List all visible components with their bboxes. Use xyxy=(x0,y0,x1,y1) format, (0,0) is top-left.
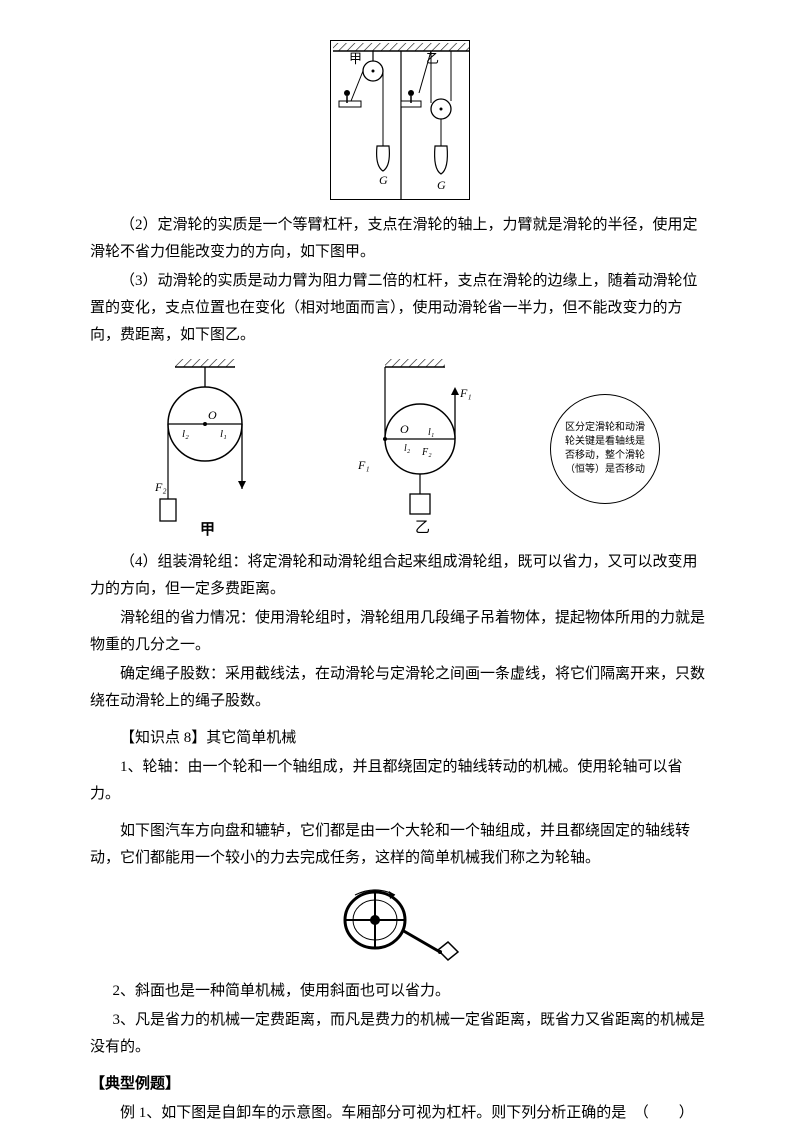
svg-text:l₁: l₁ xyxy=(220,428,227,440)
mid-caption-right: 乙 xyxy=(415,520,430,536)
svg-text:l₁: l₁ xyxy=(428,427,434,438)
svg-text:l₂: l₂ xyxy=(182,428,189,440)
svg-text:l₂: l₂ xyxy=(404,443,411,454)
tip-bubble-text: 区分定滑轮和动滑轮关键是看轴线是否移动，整个滑轮（恒等）是否移动 xyxy=(561,421,649,477)
kp8-2: 2、斜面也是一种简单机械，使用斜面也可以省力。 xyxy=(90,978,710,1005)
diagram-box: G 甲 G 乙 xyxy=(330,40,470,200)
svg-text:O: O xyxy=(208,408,217,422)
example-1: 例 1、如下图是自卸车的示意图。车厢部分可视为杠杆。则下列分析正确的是 （ ） xyxy=(90,1100,710,1127)
svg-text:O: O xyxy=(400,422,409,436)
para-4: （4）组装滑轮组：将定滑轮和动滑轮组合起来组成滑轮组，既可以省力，又可以改变用力… xyxy=(90,549,710,603)
weight-label-left: G xyxy=(379,173,388,187)
mid-caption-left: 甲 xyxy=(200,521,215,538)
tip-bubble: 区分定滑轮和动滑轮关键是看轴线是否移动，整个滑轮（恒等）是否移动 xyxy=(550,394,660,504)
movable-pulley-lever-svg: F₁ O l₁ l₂ F₂ F₁ 乙 xyxy=(340,359,490,539)
weight-label-right: G xyxy=(437,178,446,192)
pulley-pair-svg: G 甲 G 乙 xyxy=(331,41,471,201)
examples-title: 【典型例题】 xyxy=(90,1071,710,1098)
top-label-right: 乙 xyxy=(426,51,439,66)
para-4b: 滑轮组的省力情况：使用滑轮组时，滑轮组用几段绳子吊着物体，提起物体所用的力就是物… xyxy=(90,605,710,659)
svg-text:F₁: F₁ xyxy=(357,458,370,472)
top-pulley-figure: G 甲 G 乙 xyxy=(90,40,710,200)
svg-text:F₁: F₁ xyxy=(459,386,472,400)
para-4c: 确定绳子股数：采用截线法，在动滑轮与定滑轮之间画一条虚线，将它们隔离开来，只数绕… xyxy=(90,661,710,715)
kp8-3: 3、凡是省力的机械一定费距离，而凡是费力的机械一定省距离，既省力又省距离的机械是… xyxy=(90,1007,710,1061)
top-label-left: 甲 xyxy=(349,51,362,66)
para-3: （3）动滑轮的实质是动力臂为阻力臂二倍的杠杆，支点在滑轮的边缘上，随着动滑轮位置… xyxy=(90,268,710,349)
svg-text:F₂: F₂ xyxy=(421,447,432,458)
wheel-axle-figure xyxy=(90,880,710,970)
fixed-pulley-lever-svg: O l₁ l₂ F₂ 甲 xyxy=(140,359,280,539)
kp8-desc: 如下图汽车方向盘和辘轳，它们都是由一个大轮和一个轴组成，并且都绕固定的轴线转动，… xyxy=(90,818,710,872)
steering-wheel-svg xyxy=(330,880,470,970)
kp8-1: 1、轮轴：由一个轮和一个轴组成，并且都绕固定的轴线转动的机械。使用轮轴可以省力。 xyxy=(90,754,710,808)
para-2: （2）定滑轮的实质是一个等臂杠杆，支点在滑轮的轴上，力臂就是滑轮的半径，使用定滑… xyxy=(90,212,710,266)
mid-lever-figure: O l₁ l₂ F₂ 甲 F₁ O l₁ l₂ F₂ F₁ 乙 区分定滑轮和动滑… xyxy=(90,359,710,539)
svg-text:F₂: F₂ xyxy=(154,480,167,494)
kp8-title: 【知识点 8】其它简单机械 xyxy=(90,725,710,752)
